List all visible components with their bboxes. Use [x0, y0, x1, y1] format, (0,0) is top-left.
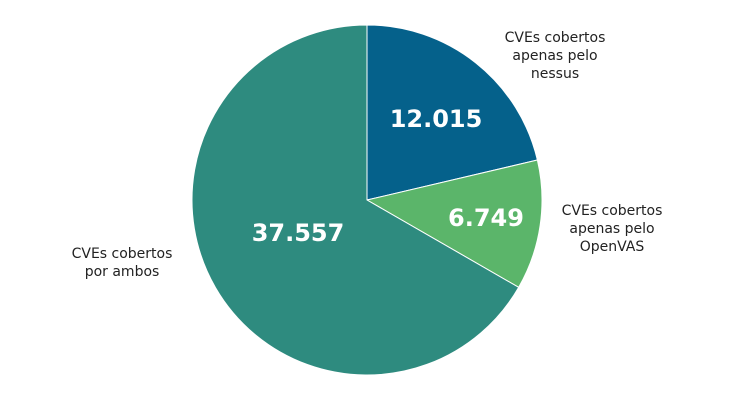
- category-label-nessus: CVEs cobertos apenas pelo nessus: [505, 30, 606, 82]
- category-label-line: OpenVAS: [580, 239, 645, 255]
- pie-slices: [191, 24, 543, 376]
- category-label-line: apenas pelo: [569, 221, 654, 237]
- category-label-line: nessus: [531, 66, 579, 82]
- pie-slice-nessus: [366, 24, 538, 201]
- value-label-nessus: 12.015: [390, 105, 483, 133]
- category-label-line: CVEs cobertos: [562, 203, 663, 219]
- value-label-both: 37.557: [252, 219, 345, 247]
- value-label-openvas: 6.749: [448, 204, 524, 232]
- category-label-openvas: CVEs cobertos apenas pelo OpenVAS: [562, 203, 663, 255]
- category-label-line: apenas pelo: [512, 48, 597, 64]
- category-label-line: CVEs cobertos: [505, 30, 606, 46]
- category-label-line: CVEs cobertos: [72, 246, 173, 262]
- category-label-both: CVEs cobertos por ambos: [72, 246, 173, 280]
- category-label-line: por ambos: [85, 264, 160, 280]
- pie-slice-openvas: [365, 159, 543, 289]
- value-labels: 12.015 6.749 37.557: [252, 105, 524, 247]
- pie-slice-both: [191, 24, 520, 376]
